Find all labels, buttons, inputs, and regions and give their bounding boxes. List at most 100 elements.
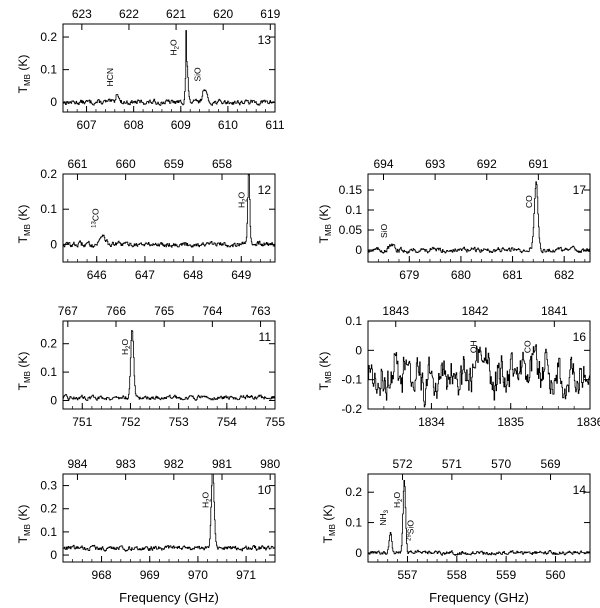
spectrum-trace xyxy=(63,474,275,552)
spectrum-trace xyxy=(63,330,275,401)
band-number: 11 xyxy=(259,330,272,344)
x-tick-label: 607 xyxy=(77,118,97,132)
x-tick-label: 559 xyxy=(496,568,516,582)
panel-13: 607 608 609 610 611 623 622 621 620 619 0 0.1 0.2 TMB… xyxy=(16,7,285,132)
y-axis-label: TMB (K) xyxy=(317,205,333,244)
y-tick-label: 0 xyxy=(355,343,362,357)
top-tick-label: 767 xyxy=(58,304,78,318)
panel-11: 751 752 753 754 755 767 766 765 764 763 0 0.1 0.2 TMB… xyxy=(16,304,285,429)
y-tick-label: 0.2 xyxy=(40,167,57,181)
line-label-hcn: HCN xyxy=(105,68,115,86)
y-tick-label: 0 xyxy=(50,393,57,407)
plot-frame xyxy=(62,23,276,113)
top-tick-label: 661 xyxy=(67,157,87,171)
y-axis-label: TMB (K) xyxy=(16,352,32,391)
y-tick-label: 0.15 xyxy=(339,183,363,197)
top-tick-label: 692 xyxy=(477,157,497,171)
top-tick-label: 765 xyxy=(154,304,174,318)
line-label-29sio: 29SiO xyxy=(405,520,415,541)
line-label-sio: SiO xyxy=(379,223,389,238)
y-tick-label: 0.1 xyxy=(345,516,362,530)
x-axis-label: Frequency (GHz) xyxy=(429,590,529,605)
top-tick-label: 619 xyxy=(260,7,280,21)
plot-frame xyxy=(367,320,591,410)
x-tick-label: 680 xyxy=(451,268,471,282)
y-tick-label: 0.1 xyxy=(345,314,362,328)
x-tick-label: 1835 xyxy=(497,415,524,429)
y-tick-label: 0.2 xyxy=(345,485,362,499)
spectrum-trace xyxy=(368,181,590,254)
top-tick-label: 980 xyxy=(260,457,280,471)
x-tick-label: 647 xyxy=(135,268,155,282)
top-tick-label: 1841 xyxy=(541,304,568,318)
spectrum-trace xyxy=(63,30,275,106)
plot-frame xyxy=(62,173,276,263)
x-tick-label: 611 xyxy=(265,118,284,132)
top-tick-label: 694 xyxy=(373,157,393,171)
x-tick-label: 560 xyxy=(545,568,565,582)
x-tick-label: 558 xyxy=(447,568,467,582)
spectrum-trace xyxy=(63,174,275,248)
x-tick-label: 610 xyxy=(218,118,238,132)
top-tick-label: 1842 xyxy=(462,304,489,318)
x-tick-label: 1836 xyxy=(577,415,600,429)
top-tick-label: 658 xyxy=(212,157,232,171)
x-tick-label: 971 xyxy=(236,568,256,582)
panel-10: 968 969 970 971 984 983 982 981 980 0 0.1 0.2 0.3 TMB… xyxy=(16,457,281,605)
x-tick-label: 969 xyxy=(140,568,160,582)
top-tick-label: 660 xyxy=(116,157,136,171)
top-tick-label: 763 xyxy=(251,304,271,318)
plot-frame xyxy=(367,173,591,263)
x-tick-label: 649 xyxy=(231,268,251,282)
x-tick-label: 753 xyxy=(169,415,189,429)
band-number: 17 xyxy=(573,183,587,197)
top-tick-label: 766 xyxy=(106,304,126,318)
top-tick-label: 691 xyxy=(528,157,548,171)
line-label-oh: OH xyxy=(469,340,479,353)
y-tick-label: 0.2 xyxy=(40,30,57,44)
line-label-h2o: H2O xyxy=(392,492,404,508)
line-label-nh3: NH3 xyxy=(378,509,390,525)
top-tick-label: 569 xyxy=(541,457,561,471)
panel-16: 1834 1835 1836 1843 1842 1841 -0.2 -0.1 0 0.1 TMB … xyxy=(317,304,600,429)
y-tick-label: 0.05 xyxy=(339,223,363,237)
panel-12: 646 647 648 649 661 660 659 658 0 0.1 0.2 TMB (K) 12… xyxy=(16,157,276,282)
top-tick-label: 1843 xyxy=(382,304,409,318)
top-tick-label: 764 xyxy=(202,304,222,318)
x-tick-label: 968 xyxy=(92,568,112,582)
x-tick-label: 970 xyxy=(188,568,208,582)
top-tick-label: 622 xyxy=(119,7,139,21)
spectrum-trace xyxy=(368,480,590,556)
y-tick-label: 0.1 xyxy=(40,365,57,379)
x-tick-label: 1834 xyxy=(418,415,445,429)
y-tick-label: 0.3 xyxy=(40,479,57,493)
top-tick-label: 693 xyxy=(425,157,445,171)
y-axis-label: TMB (K) xyxy=(16,505,32,544)
top-tick-label: 659 xyxy=(164,157,184,171)
y-tick-label: 0 xyxy=(50,95,57,109)
line-label-13co: 13CO xyxy=(91,208,101,228)
top-tick-label: 571 xyxy=(442,457,462,471)
x-axis-label: Frequency (GHz) xyxy=(119,590,219,605)
x-tick-label: 755 xyxy=(265,415,285,429)
y-tick-label: 0 xyxy=(50,548,57,562)
y-axis-label: TMB (K) xyxy=(16,55,32,94)
y-tick-label: -0.2 xyxy=(341,402,362,416)
y-axis-label: TMB (K) xyxy=(16,205,32,244)
line-label-co: CO xyxy=(524,195,534,208)
y-axis-label: TMB (K) xyxy=(317,352,333,391)
top-tick-label: 620 xyxy=(213,7,233,21)
top-tick-label: 621 xyxy=(166,7,186,21)
x-tick-label: 682 xyxy=(554,268,574,282)
y-tick-label: 0 xyxy=(50,237,57,251)
band-number: 16 xyxy=(573,330,587,344)
panel-17: 679 680 681 682 694 693 692 691 0 0.05 0.1 0.15 TMB … xyxy=(317,157,591,282)
x-tick-label: 609 xyxy=(171,118,191,132)
y-tick-label: 0.1 xyxy=(345,203,362,217)
top-tick-label: 623 xyxy=(72,7,92,21)
y-tick-label: -0.1 xyxy=(341,373,362,387)
x-tick-label: 679 xyxy=(399,268,419,282)
line-label-h2o: H2O xyxy=(120,339,132,355)
top-tick-label: 572 xyxy=(393,457,413,471)
x-tick-label: 681 xyxy=(503,268,523,282)
